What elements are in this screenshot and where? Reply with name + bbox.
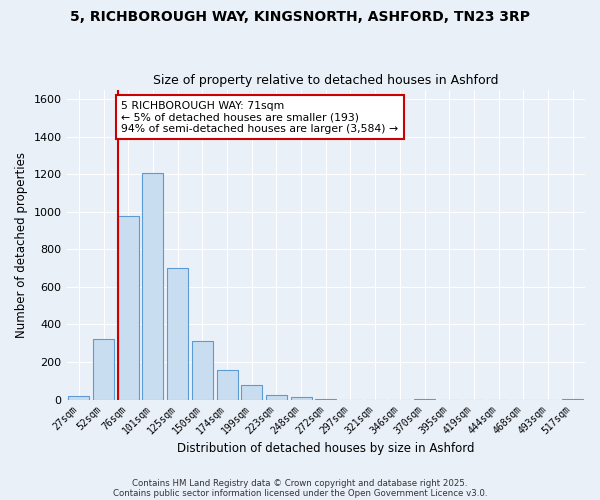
Y-axis label: Number of detached properties: Number of detached properties bbox=[15, 152, 28, 338]
Bar bbox=[562, 398, 583, 400]
Bar bbox=[93, 338, 114, 400]
Bar bbox=[290, 397, 311, 400]
Bar bbox=[118, 216, 139, 400]
Text: 5 RICHBOROUGH WAY: 71sqm
← 5% of detached houses are smaller (193)
94% of semi-d: 5 RICHBOROUGH WAY: 71sqm ← 5% of detache… bbox=[121, 101, 398, 134]
Bar bbox=[142, 173, 163, 400]
Text: 5, RICHBOROUGH WAY, KINGSNORTH, ASHFORD, TN23 3RP: 5, RICHBOROUGH WAY, KINGSNORTH, ASHFORD,… bbox=[70, 10, 530, 24]
X-axis label: Distribution of detached houses by size in Ashford: Distribution of detached houses by size … bbox=[177, 442, 475, 455]
Bar bbox=[192, 342, 213, 400]
Text: Contains HM Land Registry data © Crown copyright and database right 2025.: Contains HM Land Registry data © Crown c… bbox=[132, 478, 468, 488]
Title: Size of property relative to detached houses in Ashford: Size of property relative to detached ho… bbox=[153, 74, 499, 87]
Bar bbox=[241, 386, 262, 400]
Bar bbox=[266, 395, 287, 400]
Bar bbox=[414, 398, 435, 400]
Text: Contains public sector information licensed under the Open Government Licence v3: Contains public sector information licen… bbox=[113, 488, 487, 498]
Bar bbox=[315, 398, 336, 400]
Bar bbox=[167, 268, 188, 400]
Bar bbox=[68, 396, 89, 400]
Bar bbox=[217, 370, 238, 400]
